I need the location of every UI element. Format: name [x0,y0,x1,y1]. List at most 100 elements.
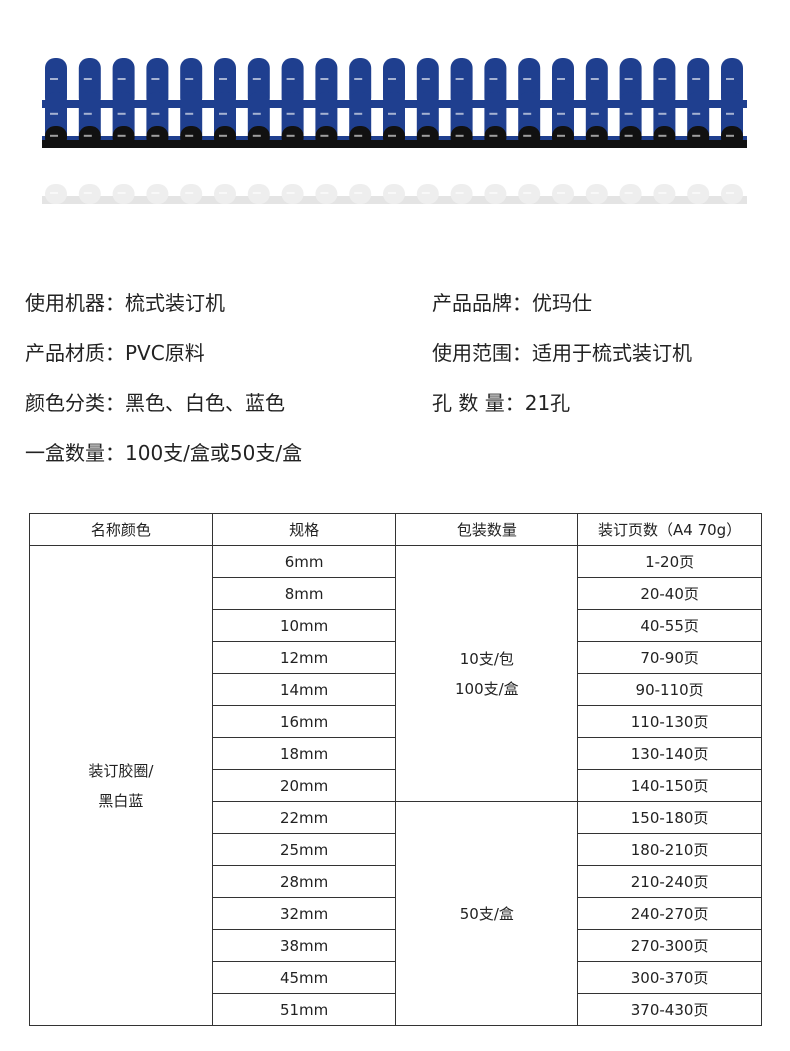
white-comb-ring-highlight [83,192,92,194]
black-comb-ring-highlight [219,134,227,137]
black-comb-ring-highlight [692,134,701,137]
black-comb-ring-highlight [624,134,633,137]
black-comb-ring [315,126,338,148]
blue-comb-2-ring-highlight [421,112,430,115]
white-comb-ring-highlight [421,192,430,194]
pages-cell: 150-180页 [577,801,762,834]
black-comb-ring-highlight [117,134,126,137]
black-comb-ring [247,126,270,148]
black-comb-ring-highlight [421,134,430,137]
pages-cell: 1-20页 [577,545,762,578]
blue-comb-1-ring-highlight [151,78,160,80]
blue-comb-2-ring-highlight [557,112,565,115]
table-row: 45mm 300-370页 [30,961,762,994]
black-comb-ring [653,126,676,148]
blue-comb-2-ring-highlight [489,112,498,115]
black-comb-ring-highlight [523,134,532,137]
product-colors: 黑白蓝 [98,791,144,810]
blue-comb-1-ring-highlight [219,78,227,80]
blue-comb-1-ring-highlight [83,78,92,80]
white-comb-ring-highlight [354,192,363,194]
pages-cell: 210-240页 [577,865,762,898]
blue-comb-1-ring-highlight [658,78,667,80]
blue-comb-1-ring-highlight [320,78,329,80]
black-comb-ring-highlight [151,134,160,137]
black-comb-ring [146,126,169,148]
white-comb-ring-highlight [252,192,261,194]
black-comb-ring [349,126,372,148]
size-cell: 12mm [211,641,397,674]
blue-comb-1-ring-highlight [185,78,194,80]
blue-comb-2-ring-highlight [455,112,464,115]
white-comb-ring-highlight [590,192,599,194]
blue-comb-1-ring-highlight [252,78,261,80]
blue-comb-2-ring-highlight [151,112,160,115]
blue-comb-2-ring-highlight [286,112,295,115]
black-comb-ring [585,126,608,148]
blue-comb-1-ring-highlight [624,78,633,80]
pages-cell: 140-150页 [577,769,762,802]
white-comb-ring-highlight [117,192,126,194]
blue-comb-2-ring-highlight [219,112,227,115]
black-comb-ring-highlight [658,134,667,137]
table-row: 32mm 240-270页 [30,897,762,930]
pages-cell: 20-40页 [577,577,762,610]
blue-comb-1-ring-highlight [692,78,701,80]
size-cell: 22mm [211,801,397,834]
size-cell: 51mm [211,993,397,1026]
black-comb-ring [281,126,304,148]
table-row: 8mm 20-40页 [30,577,762,610]
black-comb-ring [721,126,743,148]
black-comb-ring [416,126,439,148]
product-name-cell: 装订胶圈/黑白蓝 [29,545,213,1026]
pack-qty-bag: 10支/包 [459,649,514,668]
black-comb-ring [619,126,642,148]
blue-comb-1-ring-highlight [354,78,363,80]
table-row: 28mm 210-240页 [30,865,762,898]
table-row: 12mm 70-90页 [30,641,762,674]
black-comb-ring-highlight [320,134,329,137]
black-comb-ring [180,126,203,148]
black-comb-ring-highlight [590,134,599,137]
size-cell: 8mm [211,577,397,610]
pages-cell: 270-300页 [577,929,762,962]
header-size: 规格 [211,513,397,546]
pack-qty-box: 100支/盒 [455,679,519,698]
spec-table: 名称颜色 规格 包装数量 装订页数（A4 70g） 装订胶圈/黑白蓝 6mm 10支… [29,513,762,1026]
blue-comb-1-ring-highlight [421,78,430,80]
white-comb-ring-highlight [726,192,734,194]
spec-material: 产品材质：PVC原料 [25,341,205,365]
blue-comb-2-ring-highlight [185,112,194,115]
table-row: 51mm 370-430页 [30,993,762,1026]
white-comb-ring-highlight [388,192,396,194]
black-comb-ring-highlight [286,134,295,137]
pages-cell: 130-140页 [577,737,762,770]
black-comb-ring-highlight [489,134,498,137]
blue-comb-2-ring-highlight [354,112,363,115]
white-comb-ring-highlight [286,192,295,194]
size-cell: 14mm [211,673,397,706]
pages-cell: 110-130页 [577,705,762,738]
blue-comb-1-ring-highlight [455,78,464,80]
white-comb-ring-highlight [624,192,633,194]
size-cell: 10mm [211,609,397,642]
spec-machine: 使用机器：梳式装订机 [25,291,225,315]
blue-comb-2-ring-highlight [320,112,329,115]
blue-comb-1-ring-highlight [489,78,498,80]
blue-comb-1-ring-highlight [726,78,734,80]
size-cell: 38mm [211,929,397,962]
size-cell: 20mm [211,769,397,802]
table-row: 20mm 140-150页 [30,769,762,802]
spec-scope: 使用范围：适用于梳式装订机 [432,341,692,365]
blue-comb-2-ring-highlight [252,112,261,115]
black-comb-ring-highlight [354,134,363,137]
blue-comb-2-ring-highlight [50,112,58,115]
black-comb-ring-highlight [388,134,396,137]
size-cell: 16mm [211,705,397,738]
black-comb-ring [383,126,405,148]
blue-comb-2-ring-highlight [388,112,396,115]
black-comb-ring [112,126,135,148]
pack-cell: 10支/包 100支/盒 [395,545,579,802]
white-comb-ring-highlight [185,192,194,194]
pack-cell: 50支/盒 [395,801,579,1026]
